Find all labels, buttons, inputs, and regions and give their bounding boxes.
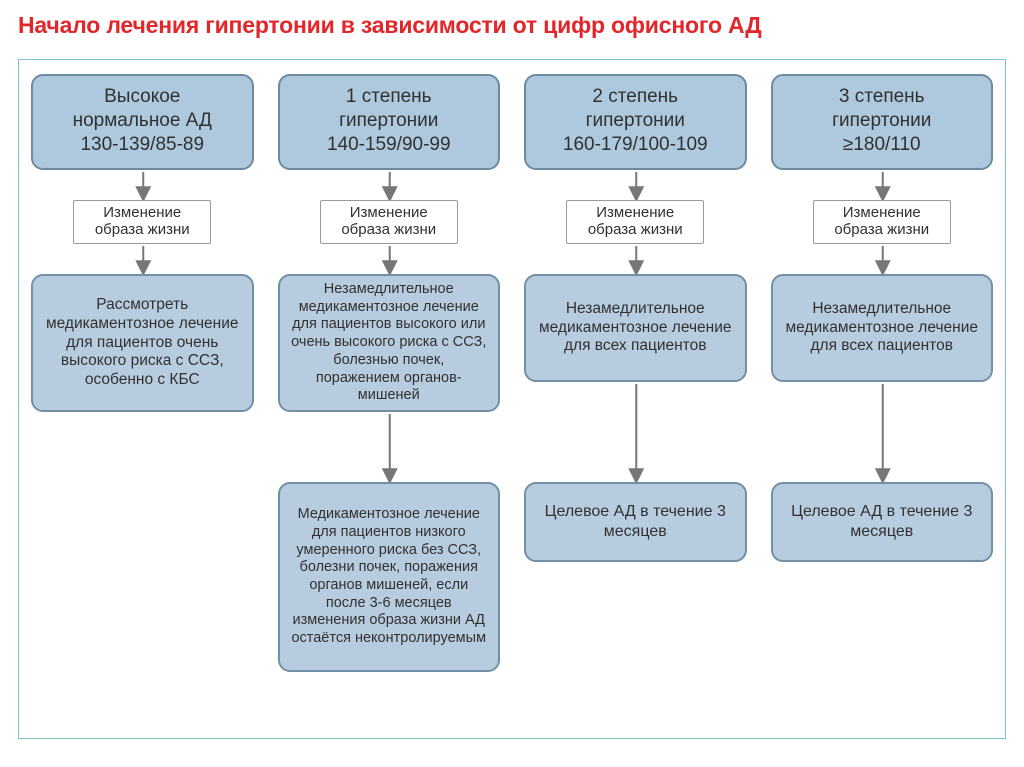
- med1-box: Рассмотреть медикаментозное лечение для …: [31, 274, 254, 412]
- stage-line1: 1 степень: [286, 85, 493, 109]
- lifestyle-box: Изменение образа жизни: [566, 200, 704, 244]
- stage-box: 1 степень гипертонии 140-159/90-99: [278, 74, 501, 170]
- stage-line1: Высокое: [39, 85, 246, 109]
- lifestyle-box: Изменение образа жизни: [73, 200, 211, 244]
- col-stage1: 1 степень гипертонии 140-159/90-99 Измен…: [278, 74, 501, 726]
- stage-line2: гипертонии: [286, 109, 493, 133]
- stage-line1: 3 степень: [779, 85, 986, 109]
- med1-box: Незамедлительное медикаментозное лечение…: [524, 274, 747, 382]
- stage-line3: ≥180/110: [779, 133, 986, 157]
- stage-box: 2 степень гипертонии 160-179/100-109: [524, 74, 747, 170]
- stage-box: 3 степень гипертонии ≥180/110: [771, 74, 994, 170]
- col-high-normal: Высокое нормальное АД 130-139/85-89 Изме…: [31, 74, 254, 726]
- stage-line2: гипертонии: [779, 109, 986, 133]
- target-box: Целевое АД в течение 3 месяцев: [771, 482, 994, 562]
- col-stage3: 3 степень гипертонии ≥180/110 Изменение …: [771, 74, 994, 726]
- med1-box: Незамедлительное медикаментозное лечение…: [771, 274, 994, 382]
- stage-line2: гипертонии: [532, 109, 739, 133]
- col-stage2: 2 степень гипертонии 160-179/100-109 Изм…: [524, 74, 747, 726]
- stage-line3: 160-179/100-109: [532, 133, 739, 157]
- stage-line3: 140-159/90-99: [286, 133, 493, 157]
- stage-box: Высокое нормальное АД 130-139/85-89: [31, 74, 254, 170]
- columns: Высокое нормальное АД 130-139/85-89 Изме…: [31, 74, 993, 726]
- flowchart-frame: Высокое нормальное АД 130-139/85-89 Изме…: [18, 59, 1006, 739]
- stage-line1: 2 степень: [532, 85, 739, 109]
- page-title: Начало лечения гипертонии в зависимости …: [18, 12, 1006, 39]
- stage-line3: 130-139/85-89: [39, 133, 246, 157]
- stage-line2: нормальное АД: [39, 109, 246, 133]
- lifestyle-box: Изменение образа жизни: [320, 200, 458, 244]
- med1-box: Незамедлительное медикаментозное лечение…: [278, 274, 501, 412]
- med2-box: Медикаментозное лечение для пациентов ни…: [278, 482, 501, 672]
- target-box: Целевое АД в течение 3 месяцев: [524, 482, 747, 562]
- lifestyle-box: Изменение образа жизни: [813, 200, 951, 244]
